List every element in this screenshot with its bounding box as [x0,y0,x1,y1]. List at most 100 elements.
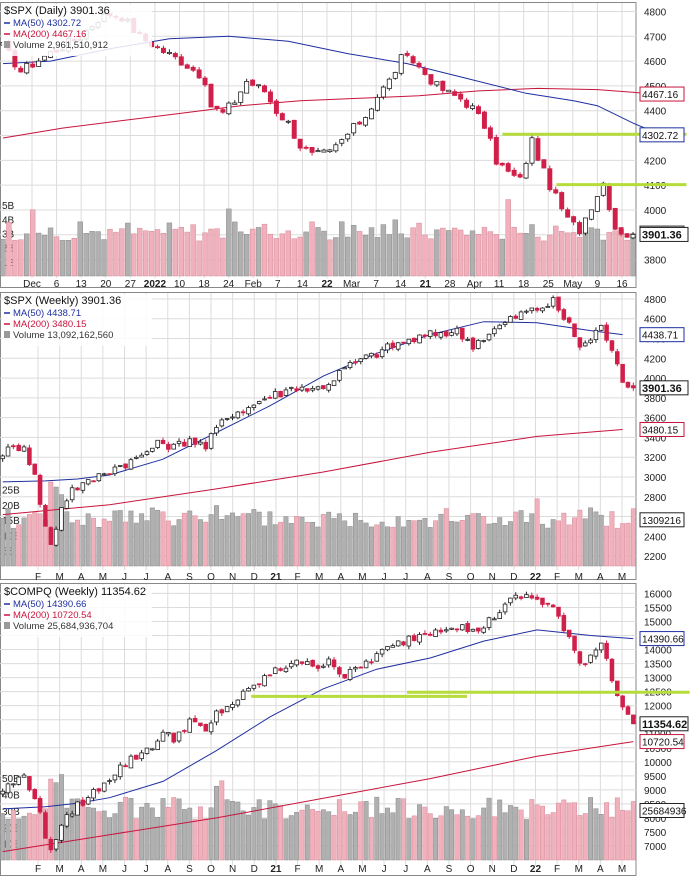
x-tick-label: 6 [54,279,60,290]
candle-body [561,309,567,320]
volume-bar [246,513,251,567]
volume-bar [507,805,513,861]
value-badge-text: 3480.15 [642,425,679,436]
volume-bar [529,513,535,567]
volume-bar [507,521,513,567]
x-tick-label: F [554,572,560,583]
candle-body [565,209,571,218]
candle-body [160,439,166,445]
candle-body [422,633,428,635]
candle-body [315,150,321,153]
candle-body [385,343,390,351]
volume-bar [625,810,631,861]
candle-body [505,163,511,172]
volume-bar [10,809,16,861]
volume-bar [0,238,6,277]
volume-bar [117,801,123,861]
volume-bar [523,522,529,567]
volume-bar [310,522,316,567]
volume-bars [0,199,636,277]
volume-bar [278,521,284,567]
volume-bar [192,819,198,861]
volume-bar [64,511,70,567]
x-tick-label: Dec [23,279,41,290]
volume-bar [529,224,535,277]
candle-body [353,667,358,670]
candle-body [609,658,615,682]
volume-bar [517,232,523,277]
volume-bar [386,234,393,277]
volume-bar [256,799,262,861]
candle-body [16,444,21,452]
price-tick-label: 4400 [644,107,667,118]
x-tick-label: A [597,864,604,875]
x-tick-label: 14 [297,279,309,290]
volume-bar [12,239,18,277]
candle-body [401,341,406,344]
volume-bar [443,508,449,567]
candle-body [577,222,583,235]
candle-body [101,782,107,792]
volume-bar [356,231,363,277]
volume-bar [283,516,289,567]
volume-bar [232,221,238,277]
volume-bar [255,227,262,277]
volume-bar [26,812,32,861]
volume-bar [570,232,577,277]
volume-bar [433,520,439,567]
candle-body [363,660,369,669]
volume-bar [625,522,631,567]
candle-body [401,641,406,646]
value-badge [639,421,685,437]
volume-bar [178,226,184,277]
volume-bar [91,807,96,861]
volume-bar [294,812,300,861]
volume-bar [620,523,626,567]
x-tick-label: A [78,864,85,875]
volume-bar [411,520,417,567]
candle-body [309,146,315,153]
volume-bar [511,226,517,277]
candle-body [64,814,70,827]
candle-body [630,234,636,239]
volume-bar [454,814,460,861]
volume-bar [192,515,198,567]
candle-body [203,723,209,732]
volume-bar [230,512,235,567]
volume-bar [326,511,332,567]
candle-body [411,337,417,343]
volume-bar [463,235,470,277]
value-badge [639,327,685,343]
candle-body [427,330,433,337]
volume-bar [459,519,465,567]
x-tick-label: O [467,572,475,583]
volume-bar [18,239,24,277]
candle-body [363,117,369,126]
candle-body [299,661,305,664]
candle-body [27,447,32,465]
candle-body [379,349,385,358]
candle-body [139,454,144,458]
volume-bar [16,524,22,567]
volume-bars [0,774,636,861]
candle-body [534,596,540,600]
volume-bar [369,526,374,567]
candle-body [443,331,449,337]
volume-bar [449,521,455,567]
candle-body [36,60,42,67]
volume-bar [26,514,32,567]
x-tick-label: M [358,572,366,583]
candle-body [464,99,470,108]
x-tick-label: M [55,864,63,875]
volume-bar [181,809,187,861]
volume-bar [411,815,417,861]
volume-bar [315,811,321,861]
volume-bar [550,812,556,861]
x-tick-label: D [251,864,258,875]
price-tick-label: 3400 [644,433,667,444]
volume-bar [336,799,342,861]
volume-tick-label: 50B [2,774,20,785]
price-tick-label: 4600 [644,315,667,326]
